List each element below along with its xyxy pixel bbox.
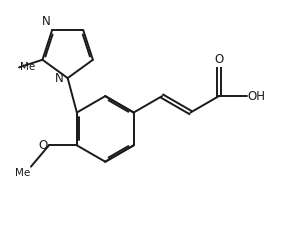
Text: OH: OH	[248, 90, 266, 103]
Text: N: N	[55, 72, 64, 84]
Text: N: N	[42, 15, 51, 28]
Text: O: O	[214, 53, 224, 66]
Text: O: O	[39, 139, 48, 152]
Text: Me: Me	[15, 168, 30, 178]
Text: Me: Me	[20, 62, 35, 72]
